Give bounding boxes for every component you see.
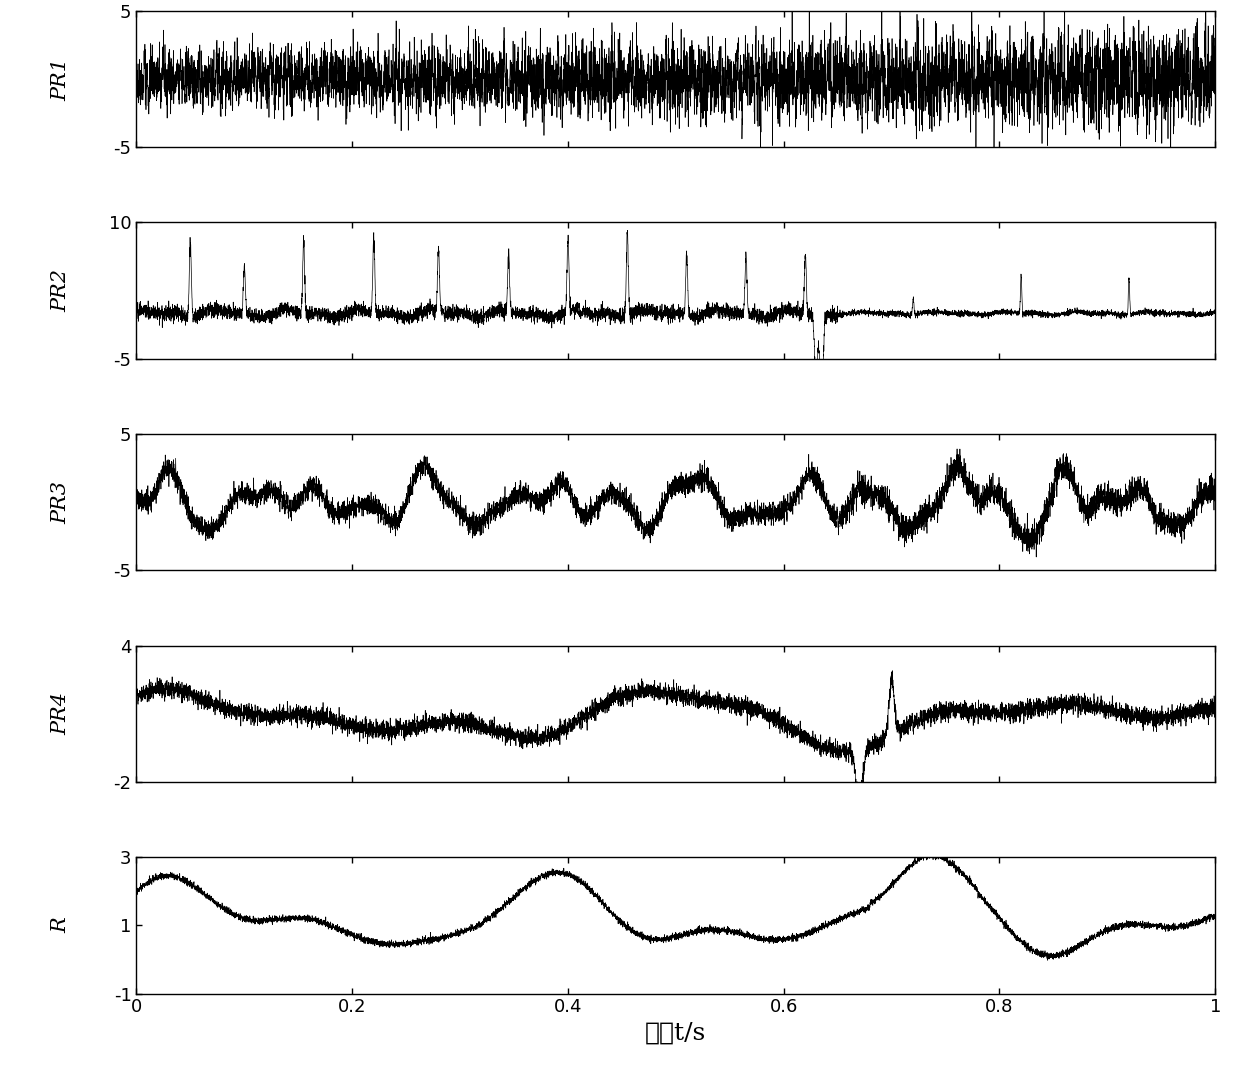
Y-axis label: PR2: PR2	[51, 269, 71, 312]
Y-axis label: R: R	[51, 918, 71, 933]
Y-axis label: PR1: PR1	[51, 57, 71, 100]
Y-axis label: PR4: PR4	[51, 692, 71, 735]
X-axis label: 时间t/s: 时间t/s	[645, 1022, 707, 1045]
Y-axis label: PR3: PR3	[51, 481, 71, 524]
